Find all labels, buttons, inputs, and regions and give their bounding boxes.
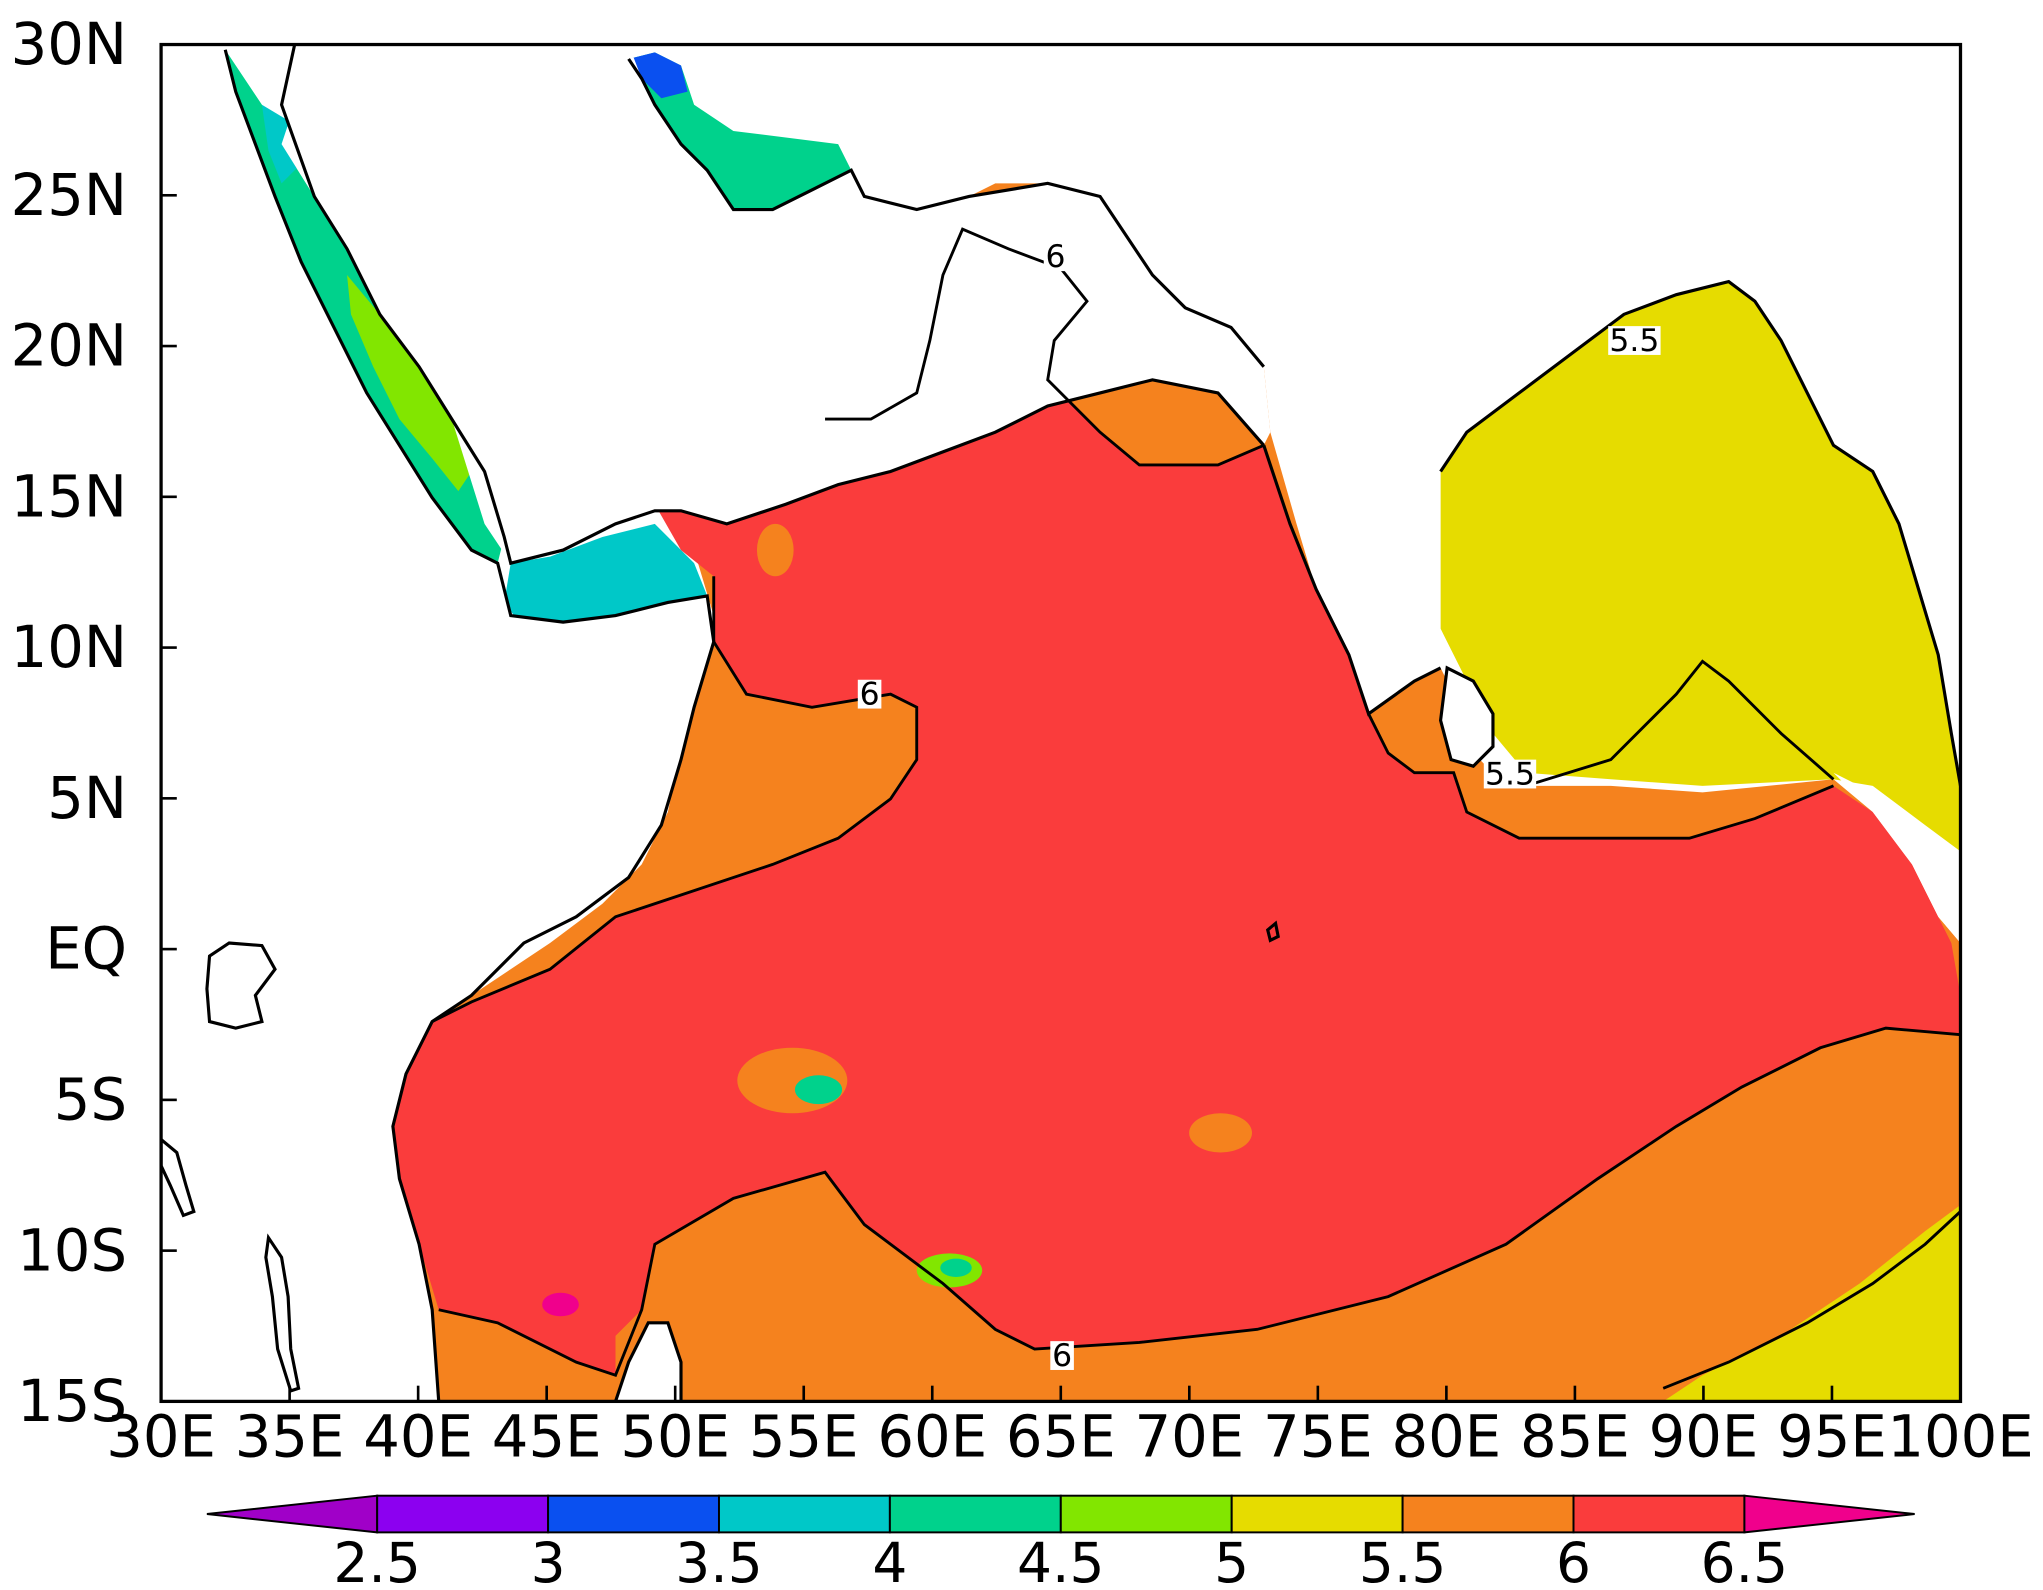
x-tick-label: 60E	[877, 1403, 987, 1470]
colorbar-segment	[1401, 1494, 1575, 1534]
colorbar: 2.5 3 3.5 4 4.5 5 5.5 6 6.5	[206, 1494, 1915, 1590]
red-sea-inner-region	[347, 275, 472, 492]
contour-label: 5.5	[1485, 757, 1535, 793]
y-tick-label: 20N	[11, 313, 127, 380]
y-tick-label: 15N	[11, 463, 127, 530]
contour-6-east	[1367, 713, 1835, 840]
arabia-landmass	[281, 44, 1271, 564]
x-tick-label: 90E	[1649, 1403, 1759, 1470]
colorbar-label: 3	[531, 1531, 566, 1590]
y-tick-label: 5S	[54, 1067, 127, 1134]
x-tick-label: 35E	[235, 1403, 345, 1470]
africa-horn-landmass	[161, 44, 714, 1402]
madagascar-landmass	[615, 1322, 681, 1402]
arabia-coastline	[279, 44, 1265, 566]
colorbar-segment	[376, 1494, 550, 1534]
colorbar-label: 6	[1556, 1531, 1591, 1590]
contour-labels: 6 5.5 6 5.5 6	[857, 239, 1661, 1374]
x-tick-label: 95E	[1777, 1403, 1887, 1470]
contour-5-5-bay	[1525, 659, 1835, 788]
bay-of-bengal-region	[1440, 281, 1961, 852]
colorbar-segment	[1230, 1494, 1404, 1534]
bay-of-bengal-coastline	[1439, 279, 1961, 787]
seychelles-anomaly-core	[794, 1075, 843, 1105]
contour-6-south	[438, 1026, 1961, 1378]
socotra-anomaly	[756, 523, 794, 577]
india-sri-lanka-gap	[1263, 261, 1441, 682]
contour-5-5-southeast	[1662, 1210, 1961, 1390]
persian-gulf-coastline	[627, 58, 1265, 368]
sri-lanka-coastline	[1438, 665, 1495, 768]
persian-gulf-north-region	[628, 52, 688, 99]
x-tick-label: 80E	[1392, 1403, 1502, 1470]
x-axis: 30E 35E 40E 45E 50E 55E 60E 65E 70E 75E 80E 85E 90E 9…	[106, 1385, 2034, 1470]
y-tick-label: 10N	[11, 614, 127, 681]
colorbar-left-arrow	[206, 1494, 379, 1534]
contour-6-west	[431, 576, 919, 1023]
contour-label: 5.5	[1609, 323, 1659, 359]
madagascar-coastline	[614, 1321, 683, 1402]
y-tick-label: 25N	[11, 162, 127, 229]
colorbar-label: 6.5	[1701, 1531, 1788, 1590]
chagos-anomaly	[1189, 1113, 1252, 1153]
colorbar-label: 5.5	[1359, 1531, 1446, 1590]
y-tick-label: 5N	[47, 765, 127, 832]
colorbar-segment	[888, 1494, 1062, 1534]
myanmar-malaya-landmass	[1833, 772, 1961, 943]
colorbar-label: 4	[872, 1531, 907, 1590]
india-coastline	[1262, 444, 1442, 717]
x-tick-label: 30E	[106, 1403, 216, 1470]
maldives-outline	[1265, 920, 1280, 943]
x-tick-label: 85E	[1520, 1403, 1630, 1470]
lake-tanganyika-outline	[264, 1233, 301, 1393]
lake-victoria-outline	[205, 941, 277, 1030]
contour-label: 6	[1052, 1338, 1072, 1374]
y-axis: 30N 25N 20N 15N 10N 5N EQ 5S 10S 15S	[11, 11, 177, 1435]
x-tick-label: 100E	[1887, 1403, 2033, 1470]
colorbar-label: 2.5	[333, 1531, 420, 1590]
x-tick-label: 40E	[363, 1403, 473, 1470]
southeast-low-region	[1663, 1204, 1961, 1402]
x-tick-label: 65E	[1006, 1403, 1116, 1470]
y-tick-label: 15S	[17, 1368, 127, 1435]
contour-label: 6	[860, 677, 880, 713]
madagascar-anomaly	[542, 1292, 579, 1317]
colorbar-segment	[547, 1494, 720, 1534]
x-tick-label: 75E	[1263, 1403, 1373, 1470]
y-tick-label: 10S	[17, 1217, 127, 1284]
colorbar-label: 3.5	[675, 1531, 762, 1590]
africa-coastline	[223, 49, 716, 1402]
y-tick-label: 30N	[11, 11, 127, 78]
gulf-of-aden-region	[504, 523, 708, 629]
colorbar-segment	[717, 1494, 891, 1534]
colorbar-label: 5	[1214, 1531, 1249, 1590]
colorbar-segment	[1059, 1494, 1233, 1534]
x-tick-label: 50E	[620, 1403, 730, 1470]
x-tick-label: 45E	[492, 1403, 602, 1470]
comoros-anomaly-core	[940, 1258, 972, 1277]
colorbar-right-arrow	[1743, 1494, 1915, 1534]
y-tick-label: EQ	[45, 916, 127, 983]
colorbar-label: 4.5	[1017, 1531, 1104, 1590]
contour-label: 6	[1046, 239, 1066, 275]
colorbar-segment	[1572, 1494, 1746, 1534]
x-tick-label: 55E	[749, 1403, 859, 1470]
x-tick-label: 70E	[1134, 1403, 1244, 1470]
